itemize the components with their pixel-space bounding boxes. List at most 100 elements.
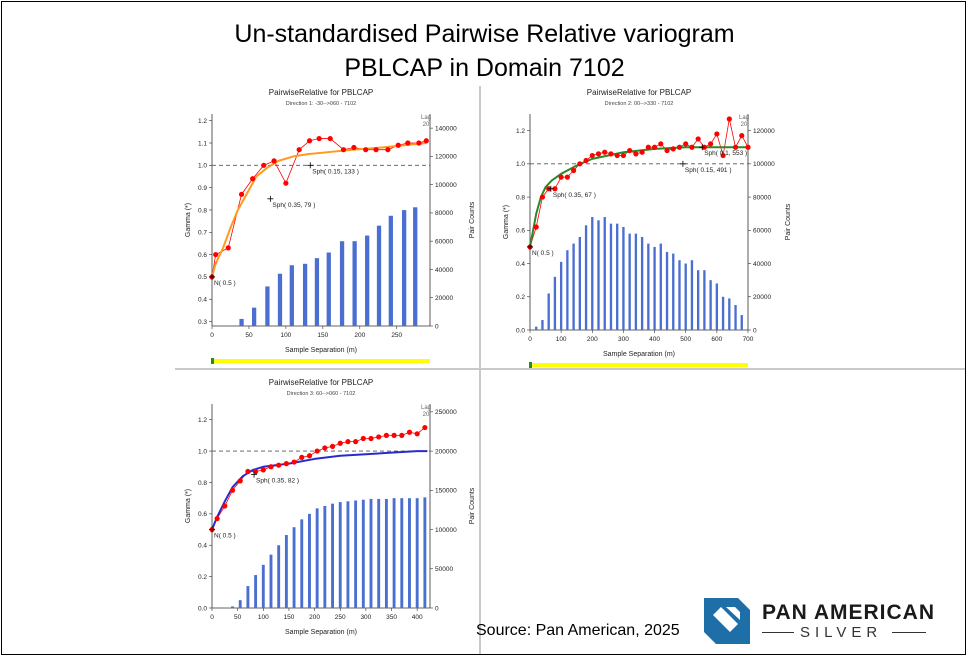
pair-count-bar [315,508,319,608]
pair-count-bar [238,600,242,608]
x-axis-label: Sample Separation (m) [285,347,357,354]
experimental-point [558,174,564,180]
y2-tick-label: 60000 [435,239,453,246]
pair-count-bar [384,498,388,608]
experimental-point [225,245,231,251]
pair-count-bar [400,498,404,608]
y2-tick-label: 40000 [753,261,771,268]
experimental-point [314,448,320,454]
structure-annotation: Sph( 0.35, 67 ) [553,192,596,199]
pair-count-bar [715,283,719,330]
pair-count-bar [559,261,563,330]
pair-count-bar [246,586,250,608]
x-tick-label: 0 [528,336,532,343]
chart-subtitle: Direction 3: 60-->060 - 7102 [287,391,356,397]
y-tick-label: 0.8 [516,194,525,201]
experimental-point [614,152,620,159]
experimental-point [589,152,595,159]
variogram-chart-direction-3[interactable]: PairwiseRelative for PBLCAP Direction 3: … [178,376,478,654]
pair-count-bar [277,545,281,608]
structure-annotation: Sph( 0.15, 133 ) [312,168,359,175]
x-tick-label: 200 [354,332,365,339]
x-tick-label: 50 [234,614,242,621]
experimental-point [214,515,220,522]
x-tick-label: 0 [210,332,214,339]
experimental-point [395,142,401,148]
x-tick-label: 50 [245,332,253,339]
y2-tick-label: 250000 [435,409,457,416]
x-tick-label: 100 [280,332,291,339]
experimental-point [229,487,236,493]
variogram-chart-direction-1[interactable]: PairwiseRelative for PBLCAP Direction 1: … [178,86,478,368]
y-tick-label: 0.8 [198,207,207,214]
structure-annotation: N( 0.5 ) [214,280,236,287]
experimental-point [689,144,695,150]
pair-count-bar [239,318,244,326]
pair-count-bar [326,252,331,326]
logo-wordmark: PAN AMERICAN [762,601,935,624]
pair-count-bar [728,298,731,330]
y-tick-label: 0.5 [198,274,207,281]
experimental-point [222,503,228,509]
experimental-point [327,135,333,142]
pair-count-bar [377,498,381,608]
y-tick-label: 0.0 [516,327,525,334]
experimental-point [383,432,389,438]
slide-title-line2: PBLCAP in Domain 7102 [344,54,625,82]
pair-count-bar [703,270,706,330]
pair-count-bar [369,498,373,608]
y2-tick-label: 150000 [435,488,457,495]
experimental-point [620,152,627,159]
pair-count-bar [740,315,743,330]
y2-axis-label: Pair Counts [469,201,476,238]
pair-count-bar [277,273,283,326]
y2-tick-label: 20000 [753,294,771,301]
experimental-point [306,453,313,459]
experimental-point [695,136,701,142]
experimental-point [639,149,645,155]
experimental-point [416,140,422,146]
x-axis-label: Sample Separation (m) [603,351,675,358]
pair-count-bar [331,503,334,608]
pair-count-bar [338,502,342,608]
experimental-point [283,461,289,467]
pair-count-bar [323,506,327,608]
experimental-variogram-line [529,118,749,248]
pair-count-bar [721,296,725,330]
pair-count-bar [640,236,644,330]
variogram-chart-direction-2[interactable]: PairwiseRelative for PBLCAP Direction 2: … [482,86,794,368]
y2-tick-label: 80000 [435,210,453,217]
pair-count-bar [392,498,396,608]
pair-count-bar [352,241,357,326]
model-fit-line [211,142,427,278]
pair-count-bar [566,250,569,330]
experimental-point [533,224,539,230]
experimental-point [577,161,583,167]
experimental-point [316,135,322,142]
experimental-point [368,435,374,442]
pair-count-bar [597,220,600,330]
pair-count-bar [413,207,418,326]
y-tick-label: 1.1 [198,140,207,147]
pair-count-bar [659,243,662,330]
x-tick-label: 350 [386,614,397,621]
experimental-point [627,147,633,154]
experimental-point [391,432,397,438]
y-tick-label: 1.0 [198,448,207,455]
pair-count-bar [647,243,650,330]
logo-rule-left [762,632,794,633]
pair-count-bar [734,305,737,330]
experimental-point [539,194,546,200]
experimental-point [732,144,739,150]
pair-count-bar [388,215,393,326]
y2-tick-label: 100000 [435,182,457,189]
pair-count-bar [541,320,544,330]
pair-count-bar [603,217,606,330]
experimental-point [720,152,726,159]
experimental-point [276,462,282,468]
pair-count-bar [308,513,311,608]
y2-tick-label: 40000 [435,267,453,274]
experimental-point [283,180,289,186]
experimental-point [322,445,328,451]
